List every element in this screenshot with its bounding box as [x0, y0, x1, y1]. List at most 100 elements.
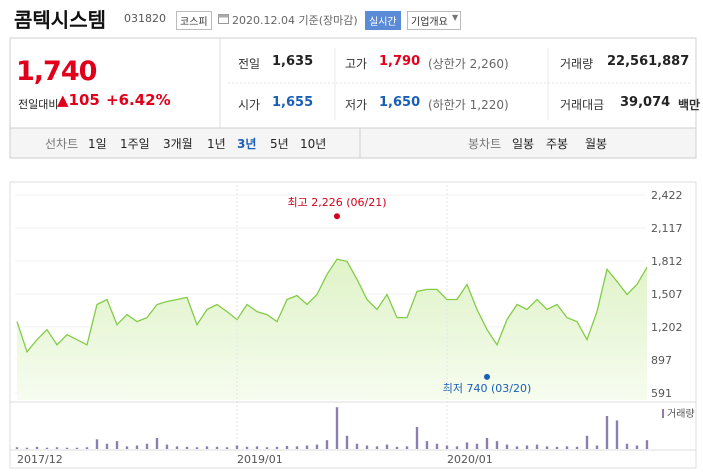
- volume-bar: [585, 435, 589, 449]
- volume-bar: [105, 443, 109, 449]
- candle-tab[interactable]: 월봉: [585, 137, 608, 151]
- volume-bar: [595, 445, 599, 449]
- quote-value: 1,790: [379, 54, 421, 69]
- y-tick-label: 2,117: [651, 222, 683, 235]
- volume-bar: [515, 446, 519, 449]
- volume-bar: [145, 443, 149, 449]
- volume-bar: [495, 441, 499, 449]
- volume-bar: [545, 446, 549, 449]
- volume-bar: [635, 445, 639, 449]
- volume-bar: [125, 446, 129, 449]
- stock-code: 031820: [124, 12, 166, 25]
- quote-value: 1,635: [272, 54, 314, 69]
- overview-button[interactable]: 기업개요: [407, 11, 461, 30]
- volume-bar: [265, 447, 269, 449]
- volume-bar: [25, 447, 29, 449]
- volume-bar: [85, 447, 89, 449]
- volume-bar: [455, 446, 459, 449]
- volume-bar: [235, 445, 239, 449]
- line-tab[interactable]: 10년: [300, 137, 327, 151]
- y-tick-label: 1,812: [651, 255, 683, 268]
- line-tab[interactable]: 1일: [88, 137, 107, 151]
- volume-bar: [185, 446, 189, 449]
- change-rate: +6.42%: [106, 91, 171, 109]
- volume-bar: [335, 407, 339, 449]
- chart-frame: [9, 181, 697, 469]
- y-tick-label: 591: [651, 387, 672, 400]
- volume-bar: [435, 443, 439, 449]
- volume-bar: [365, 445, 369, 449]
- line-tab[interactable]: 3년: [237, 137, 257, 151]
- line-tab[interactable]: 5년: [270, 137, 289, 151]
- volume-bar: [315, 444, 319, 449]
- quote-label: 저가: [345, 98, 368, 112]
- candle-tab[interactable]: 일봉: [512, 137, 535, 151]
- quote-value: 39,074: [620, 95, 671, 110]
- volume-bar: [245, 446, 249, 449]
- volume-bar: [405, 446, 409, 449]
- quote-value: 1,650: [379, 95, 421, 110]
- x-tick-label: 2019/01: [237, 453, 283, 466]
- volume-bar: [195, 447, 199, 449]
- volume-bar: [415, 427, 419, 449]
- tab-label: 봉차트: [468, 137, 502, 151]
- annotation: 최고 2,226 (06/21): [287, 196, 386, 209]
- volume-bar: [305, 445, 309, 449]
- volume-bar: [255, 446, 259, 449]
- volume-bar: [75, 447, 79, 449]
- stock-name: 콤텍시스템: [14, 8, 106, 32]
- volume-bar: [155, 438, 159, 449]
- y-tick-label: 1,202: [651, 321, 683, 334]
- y-tick-label: 1,507: [651, 288, 683, 301]
- quote-label: 시가: [238, 98, 261, 112]
- quote-label: 거래량: [560, 57, 594, 71]
- tab-bar: [9, 127, 697, 159]
- quote-label: 전일: [238, 57, 261, 71]
- change-label: 전일대비: [18, 98, 59, 111]
- x-tick-label: 2020/01: [447, 453, 493, 466]
- realtime-button[interactable]: 실시간: [365, 11, 401, 30]
- calendar-icon: [218, 14, 229, 24]
- quote-unit: 백만: [678, 98, 701, 112]
- volume-bar: [615, 420, 619, 449]
- y-tick-label: 897: [651, 354, 672, 367]
- volume-bar: [465, 442, 469, 449]
- volume-bar: [55, 447, 59, 449]
- quote-extra: (하한가 1,220): [428, 98, 509, 112]
- market-badge: 코스피: [176, 11, 212, 30]
- volume-bar: [525, 445, 529, 449]
- line-tab[interactable]: 3개월: [163, 137, 193, 151]
- volume-bar: [565, 446, 569, 449]
- volume-bar: [115, 441, 119, 449]
- candle-tab[interactable]: 주봉: [546, 137, 569, 151]
- quote-value: 22,561,887: [607, 54, 690, 69]
- line-tab[interactable]: 1주일: [120, 137, 150, 151]
- volume-bar: [285, 445, 289, 449]
- volume-bar: [645, 440, 649, 449]
- volume-bar: [295, 446, 299, 449]
- annotation-dot: [334, 213, 340, 220]
- change: ▲105: [57, 91, 100, 109]
- annotation: 최저 740 (03/20): [443, 382, 532, 395]
- volume-bar: [475, 443, 479, 449]
- line-tab[interactable]: 1년: [207, 137, 226, 151]
- volume-bar: [225, 447, 229, 449]
- tab-label: 선차트: [45, 137, 79, 151]
- annotation-dot: [484, 373, 490, 380]
- volume-bar: [605, 416, 609, 449]
- price-line: [16, 258, 648, 354]
- dropdown-arrow: ▼: [452, 13, 459, 22]
- date: 2020.12.04 기준(장마감): [232, 14, 358, 27]
- quote-label: 거래대금: [560, 98, 605, 112]
- volume-bar: [135, 445, 139, 449]
- volume-bar: [45, 447, 49, 449]
- volume-bar: [165, 444, 169, 449]
- volume-bar: [485, 438, 489, 449]
- volume-bar: [355, 443, 359, 449]
- volume-bar: [325, 440, 329, 449]
- volume-bar: [445, 445, 449, 449]
- volume-bar: [395, 446, 399, 449]
- volume-bar: [535, 444, 539, 449]
- volume-bar: [505, 444, 509, 449]
